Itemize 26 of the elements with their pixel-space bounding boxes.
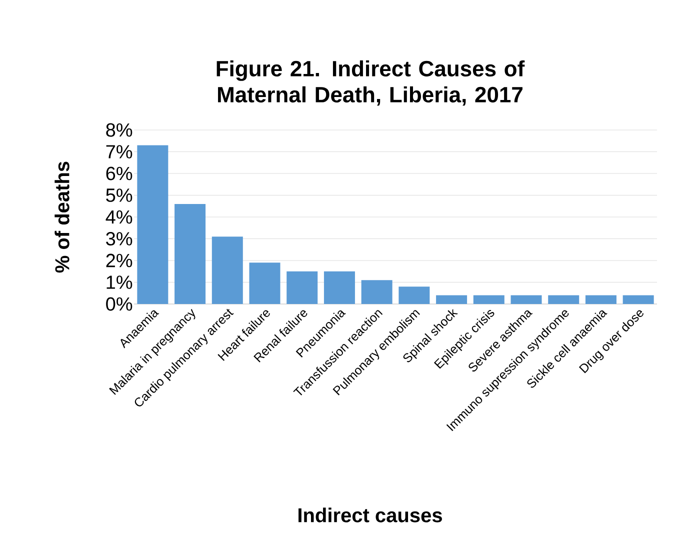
bar (622, 295, 654, 304)
bar (436, 295, 468, 304)
bar (510, 295, 542, 304)
bar (585, 295, 616, 304)
y-tick-label: 1% (106, 276, 132, 289)
bar (473, 295, 504, 304)
chart-title: Figure 21. Indirect Causes of Maternal Death, Liberia, 2017 (216, 60, 525, 106)
bar (137, 145, 168, 304)
bar (249, 262, 280, 304)
y-tick-label: 4% (106, 210, 132, 224)
y-axis-title: % of deaths (54, 162, 70, 273)
bar (398, 286, 430, 304)
y-tick-label: 5% (106, 188, 132, 202)
y-tick-label: 0% (106, 297, 132, 311)
y-tick-label: 7% (106, 145, 132, 158)
bar (548, 295, 580, 304)
x-axis-title: Indirect causes (298, 508, 442, 522)
y-tick-label: 2% (106, 254, 132, 268)
bar (361, 280, 392, 304)
bar (174, 204, 206, 304)
y-tick-label: 3% (106, 232, 132, 246)
bar (212, 236, 243, 304)
y-tick-label: 6% (106, 166, 132, 180)
bar (324, 271, 355, 304)
y-tick-label: 8% (106, 123, 132, 137)
bar (286, 271, 318, 304)
